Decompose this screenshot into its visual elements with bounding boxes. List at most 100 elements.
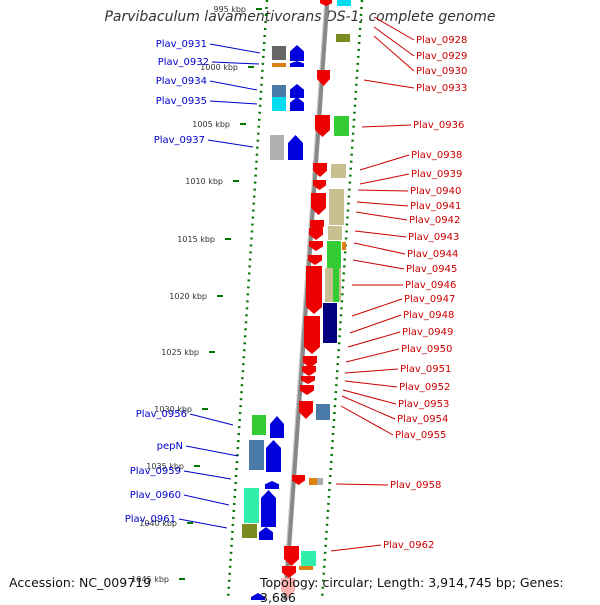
gene-arrow-minus bbox=[303, 356, 317, 368]
gene-arrow-minus bbox=[309, 228, 323, 240]
genome-backbone-highlight bbox=[282, 0, 326, 600]
gene-box bbox=[249, 440, 264, 470]
kbp-tick-label: 1025 kbp bbox=[161, 348, 199, 357]
gene-leader-line bbox=[189, 413, 234, 426]
gene-label-Plav_0959: Plav_0959 bbox=[130, 466, 181, 477]
kbp-tick-label: 1000 kbp bbox=[200, 63, 238, 72]
gene-label-Plav_0932: Plav_0932 bbox=[158, 57, 209, 68]
gene-label-Plav_0931: Plav_0931 bbox=[156, 39, 207, 50]
gene-label-Plav_0954: Plav_0954 bbox=[397, 414, 448, 425]
gene-box bbox=[299, 566, 313, 570]
gene-label-Plav_0951: Plav_0951 bbox=[400, 364, 451, 375]
gene-leader-line bbox=[373, 26, 415, 57]
gene-leader-line bbox=[211, 61, 260, 65]
gene-arrow-minus bbox=[282, 566, 296, 578]
gene-label-Plav_0933: Plav_0933 bbox=[416, 83, 467, 94]
gene-box bbox=[272, 63, 286, 67]
gene-leader-line bbox=[373, 16, 415, 41]
gene-leader-line bbox=[353, 242, 406, 255]
gene-box bbox=[336, 34, 350, 42]
gene-arrow-plus bbox=[261, 490, 276, 527]
genome-title: Parvibaculum lavamentivorans DS-1, compl… bbox=[104, 9, 496, 25]
gene-arrow-minus bbox=[301, 376, 315, 384]
gene-box bbox=[333, 268, 339, 302]
gene-arrow-plus bbox=[266, 440, 281, 472]
gene-arrow-plus bbox=[270, 416, 284, 438]
gene-box bbox=[242, 524, 257, 538]
gene-arrow-plus bbox=[288, 135, 303, 160]
gene-leader-line bbox=[344, 368, 399, 374]
gene-leader-line bbox=[359, 154, 410, 171]
gene-label-pepN: pepN bbox=[157, 441, 183, 452]
gene-box bbox=[327, 241, 341, 269]
gene-box bbox=[244, 488, 259, 523]
gene-arrow-minus bbox=[320, 0, 332, 6]
gene-leader-line bbox=[344, 380, 398, 388]
gene-label-Plav_0955: Plav_0955 bbox=[395, 430, 446, 441]
gene-leader-line bbox=[363, 79, 415, 89]
gene-label-Plav_0942: Plav_0942 bbox=[409, 215, 460, 226]
gene-arrow-minus bbox=[317, 70, 330, 86]
gene-label-Plav_0935: Plav_0935 bbox=[156, 96, 207, 107]
gene-box bbox=[334, 116, 349, 136]
gene-arrow-minus bbox=[309, 241, 323, 251]
gene-label-Plav_0958: Plav_0958 bbox=[390, 480, 441, 491]
gene-label-Plav_0953: Plav_0953 bbox=[398, 399, 449, 410]
gene-label-Plav_0928: Plav_0928 bbox=[416, 35, 467, 46]
gene-leader-line bbox=[209, 100, 258, 105]
gene-leader-line bbox=[340, 405, 394, 436]
gene-leader-line bbox=[185, 445, 239, 457]
gene-arrow-minus bbox=[308, 255, 322, 265]
gene-box bbox=[329, 189, 344, 225]
gene-label-Plav_0950: Plav_0950 bbox=[401, 344, 452, 355]
gene-label-Plav_0962: Plav_0962 bbox=[383, 540, 434, 551]
gene-arrow-minus bbox=[281, 578, 295, 598]
gene-arrow-plus bbox=[290, 61, 304, 67]
gene-arrow-minus bbox=[304, 316, 320, 354]
gene-label-Plav_0946: Plav_0946 bbox=[405, 280, 456, 291]
kbp-tick-label: 1005 kbp bbox=[192, 120, 230, 129]
gene-box bbox=[328, 226, 342, 240]
gene-leader-line bbox=[209, 43, 261, 54]
gene-leader-line bbox=[361, 124, 412, 128]
gene-label-Plav_0944: Plav_0944 bbox=[407, 249, 458, 260]
kbp-tick-label: 1010 kbp bbox=[185, 177, 223, 186]
kbp-tick-label: 1020 kbp bbox=[169, 292, 207, 301]
gene-arrow-plus bbox=[290, 45, 304, 61]
gene-arrow-minus bbox=[302, 366, 316, 376]
gene-leader-line bbox=[354, 230, 407, 238]
gene-box bbox=[337, 0, 351, 6]
gene-arrow-plus bbox=[290, 84, 304, 98]
kbp-tick-label: 1040 kbp bbox=[139, 519, 177, 528]
gene-label-Plav_0960: Plav_0960 bbox=[130, 490, 181, 501]
gene-box bbox=[301, 551, 316, 566]
gene-arrow-plus bbox=[259, 527, 273, 540]
gene-box bbox=[317, 478, 323, 485]
kbp-tick-label: 1030 kbp bbox=[154, 405, 192, 414]
gene-label-Plav_0941: Plav_0941 bbox=[410, 201, 461, 212]
gene-label-Plav_0934: Plav_0934 bbox=[156, 76, 207, 87]
gene-arrow-plus bbox=[265, 481, 279, 489]
gene-leader-line bbox=[351, 298, 403, 317]
gene-leader-line bbox=[183, 494, 230, 506]
gene-label-Plav_0939: Plav_0939 bbox=[411, 169, 462, 180]
gene-arrow-minus bbox=[299, 401, 313, 419]
gene-leader-line bbox=[207, 139, 254, 148]
gene-arrow-minus bbox=[306, 266, 322, 314]
gene-arrow-minus bbox=[300, 385, 314, 395]
gene-box bbox=[342, 242, 346, 250]
gene-label-Plav_0929: Plav_0929 bbox=[416, 51, 467, 62]
gene-leader-line bbox=[357, 189, 409, 192]
gene-leader-line bbox=[335, 483, 389, 486]
gene-arrow-minus bbox=[315, 115, 330, 137]
gene-box bbox=[252, 415, 266, 435]
gene-leader-line bbox=[341, 395, 396, 420]
gene-arrow-plus bbox=[251, 593, 265, 600]
kbp-tick-label: 995 kbp bbox=[213, 5, 246, 14]
gene-arrow-minus bbox=[284, 546, 299, 566]
gene-leader-line bbox=[359, 173, 410, 185]
gene-box bbox=[272, 97, 286, 111]
gene-label-Plav_0949: Plav_0949 bbox=[402, 327, 453, 338]
gene-leader-line bbox=[349, 314, 402, 334]
